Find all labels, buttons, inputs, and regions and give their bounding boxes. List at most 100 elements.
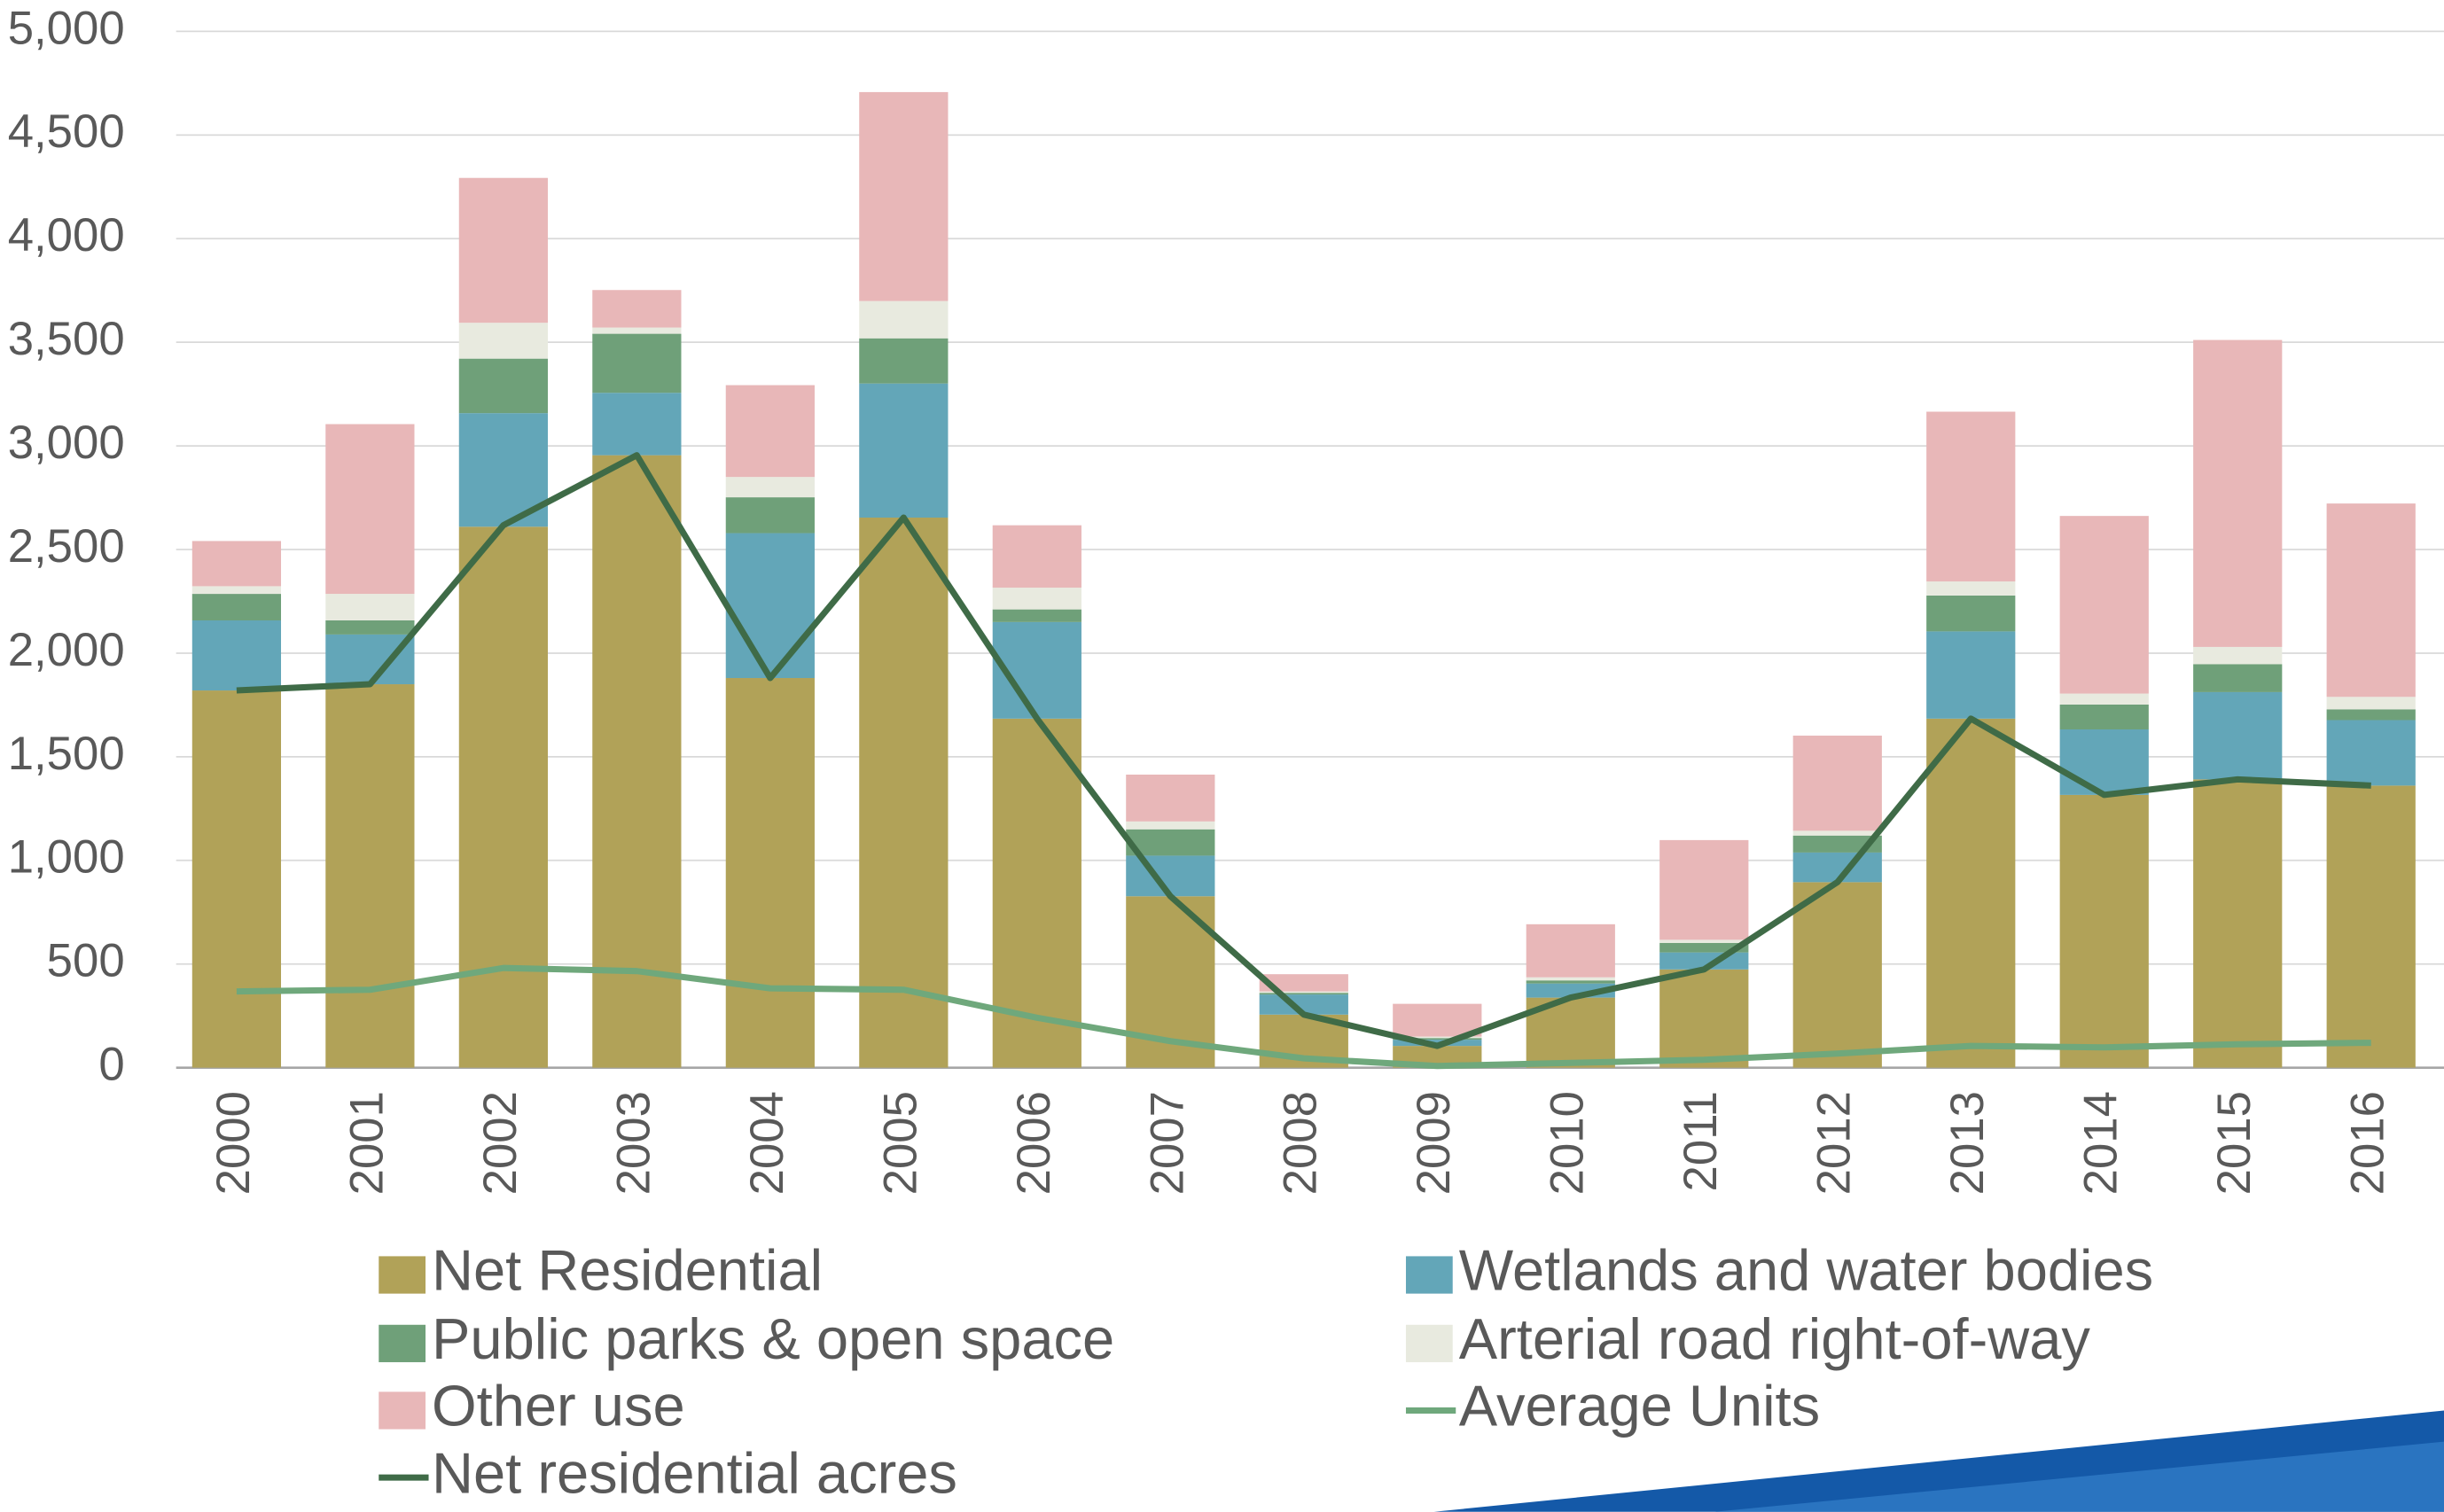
x-tick-label: 2001 <box>340 1091 393 1195</box>
bar-segment <box>459 526 548 1067</box>
x-tick-label: 2010 <box>1542 1091 1594 1195</box>
x-tick-label: 2012 <box>1808 1091 1861 1195</box>
bar-segment <box>192 620 281 690</box>
bar-segment <box>592 393 681 455</box>
x-tick-label: 2015 <box>2208 1091 2261 1195</box>
x-tick-label: 2008 <box>1275 1091 1327 1195</box>
bar-segment <box>192 594 281 620</box>
legend-swatch <box>379 1391 426 1429</box>
bar-segment <box>2060 729 2149 795</box>
bar-segment <box>592 328 681 334</box>
bar-segment <box>2327 503 2416 697</box>
bar-segment <box>325 620 414 635</box>
bar-segment <box>2060 705 2149 729</box>
y-tick-label: 2,000 <box>8 624 125 676</box>
y-tick-label: 1,000 <box>8 831 125 884</box>
bar-segment <box>2193 340 2282 647</box>
bar-segment <box>592 290 681 327</box>
y-tick-label: 3,500 <box>8 313 125 365</box>
bar-segment <box>1926 412 2015 582</box>
x-tick-label: 2000 <box>207 1091 260 1195</box>
bar-segment <box>726 534 815 678</box>
bar-segment <box>325 425 414 595</box>
bar-segment <box>592 334 681 394</box>
bar-segment <box>1126 775 1214 822</box>
bar-segment <box>1659 939 1748 943</box>
bar-segment <box>325 594 414 620</box>
bar-segment <box>2327 785 2416 1067</box>
bar-segment <box>2193 664 2282 692</box>
bar-segment <box>2327 697 2416 709</box>
y-tick-label: 2,500 <box>8 520 125 573</box>
page: 05001,0001,5002,0002,5003,0003,5004,0004… <box>0 0 2444 1512</box>
bar-segment <box>1527 980 1615 984</box>
bar-segment <box>459 323 548 358</box>
bar-segment <box>1793 830 1882 835</box>
y-tick-label: 4,500 <box>8 105 125 158</box>
line <box>237 456 2371 1046</box>
bar-segment <box>726 678 815 1068</box>
bar-segment <box>2193 692 2282 779</box>
bar-segment <box>1126 855 1214 896</box>
chart: 05001,0001,5002,0002,5003,0003,5004,0004… <box>0 0 2444 1512</box>
bar-segment <box>1926 581 2015 596</box>
bar-segment <box>1260 993 1348 994</box>
x-tick-label: 2007 <box>1141 1091 1193 1195</box>
bar-segment <box>1659 840 1748 939</box>
legend-label: Net Residential <box>432 1238 823 1303</box>
bar-segment <box>192 586 281 594</box>
y-tick-label: 1,500 <box>8 728 125 780</box>
bar-segment <box>993 610 1081 622</box>
bar-segment <box>1126 822 1214 830</box>
bar-segment <box>993 588 1081 610</box>
bar-segment <box>859 518 948 1068</box>
bar-segment <box>1527 978 1615 981</box>
bar-segment <box>2193 647 2282 664</box>
x-tick-label: 2009 <box>1408 1091 1460 1195</box>
bar-segment <box>726 477 815 497</box>
bar-segment <box>993 526 1081 588</box>
x-tick-label: 2014 <box>2075 1091 2128 1195</box>
bar-segment <box>2327 709 2416 720</box>
bar-segment <box>2060 694 2149 705</box>
legend-label: Average Units <box>1459 1374 1820 1438</box>
bar-segment <box>2060 795 2149 1068</box>
legend-swatch <box>1406 1256 1453 1293</box>
bar-segment <box>1260 992 1348 994</box>
bar-segment <box>859 92 948 301</box>
legend-label: Other use <box>432 1374 685 1438</box>
bar-segment <box>859 384 948 518</box>
bar-segment <box>459 359 548 414</box>
bar-segment <box>726 497 815 533</box>
x-tick-label: 2004 <box>741 1091 793 1195</box>
bar-segment <box>325 684 414 1068</box>
bar-segment <box>2327 720 2416 785</box>
bar-segment <box>1926 596 2015 631</box>
bar-segment <box>1659 970 1748 1068</box>
legend-label: Arterial road right-of-way <box>1459 1306 2091 1371</box>
bar-segment <box>1793 736 1882 830</box>
bar-segment <box>192 690 281 1068</box>
x-tick-label: 2011 <box>1675 1091 1727 1191</box>
x-tick-label: 2003 <box>607 1091 660 1195</box>
x-tick-label: 2013 <box>1941 1091 1994 1195</box>
y-tick-label: 0 <box>98 1039 124 1091</box>
y-tick-label: 5,000 <box>8 2 125 54</box>
bar-segment <box>1793 882 1882 1067</box>
bar-segment <box>325 635 414 684</box>
y-tick-label: 500 <box>47 935 125 987</box>
legend-swatch <box>379 1325 426 1362</box>
legend-swatch <box>1406 1325 1453 1362</box>
bar-segment <box>2193 779 2282 1067</box>
bar-segment <box>459 178 548 323</box>
bar-segment <box>192 541 281 586</box>
bar-segment <box>859 301 948 339</box>
x-tick-label: 2016 <box>2342 1091 2394 1195</box>
x-tick-label: 2005 <box>874 1091 926 1195</box>
bar-segment <box>1926 719 2015 1068</box>
legend-label: Wetlands and water bodies <box>1459 1238 2153 1303</box>
x-tick-label: 2002 <box>474 1091 527 1195</box>
y-tick-label: 4,000 <box>8 209 125 261</box>
legend-swatch <box>379 1256 426 1293</box>
bar-segment <box>859 339 948 384</box>
